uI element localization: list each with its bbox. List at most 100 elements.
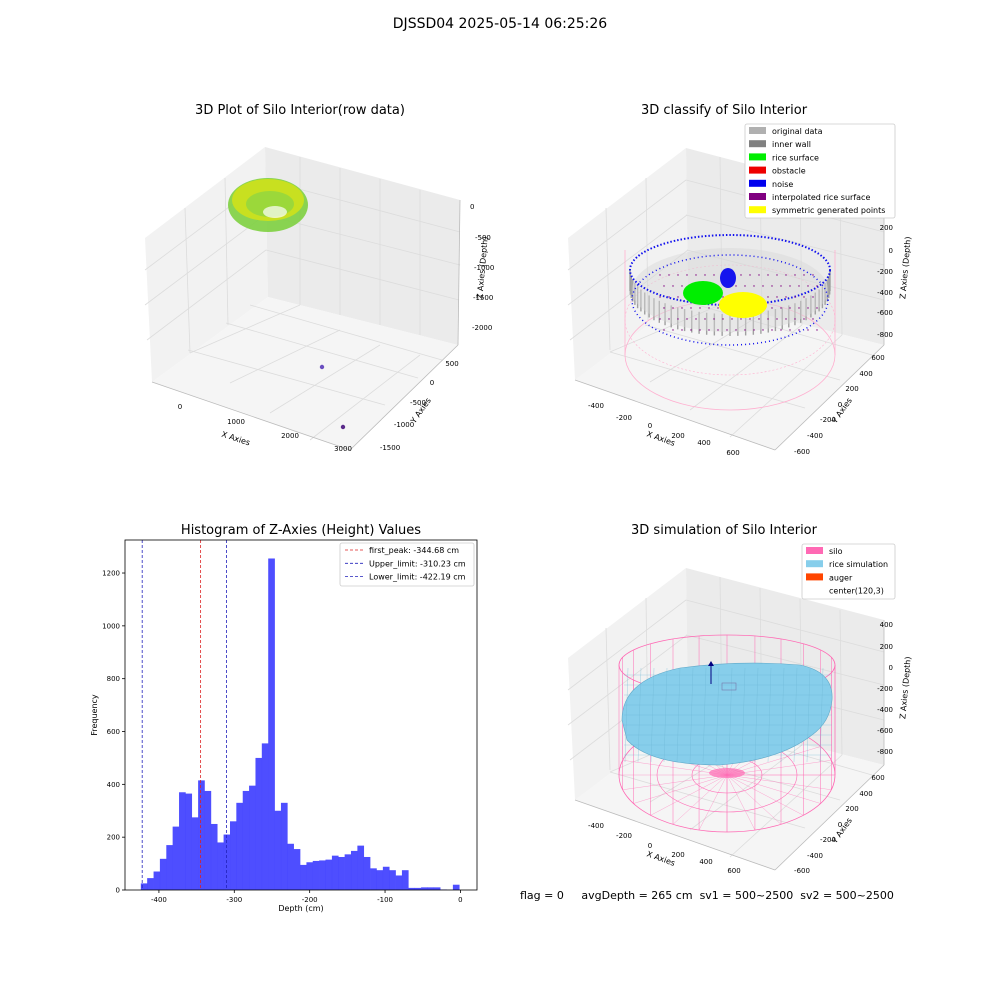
cls-grid-line (644, 324, 841, 381)
hist-bar (172, 826, 180, 890)
raw-grid-line (187, 349, 386, 406)
cls-interpolated-point (789, 307, 791, 309)
cls-interpolated-point (812, 318, 814, 320)
cls-interpolated-point (722, 318, 724, 320)
raw-axis-edge (457, 199, 461, 346)
cls-interpolated-point (771, 285, 773, 287)
cls-y-tick-label: 600 (871, 354, 884, 362)
sim-auger-box (721, 682, 737, 691)
hist-x-tick-label: -200 (302, 896, 318, 904)
cls-interpolated-point (704, 274, 706, 276)
cls-grid-line (645, 177, 649, 321)
cls-grid-line (685, 214, 885, 266)
cls-interpolated-point (699, 329, 701, 331)
hist-legend-label: Lower_limit: -422.19 cm (369, 573, 466, 582)
cls-grid-line (569, 249, 689, 341)
cls-interpolated-point (726, 329, 728, 331)
sim-silo-floor-spoke (622, 760, 728, 776)
cls-interpolated-point (771, 329, 773, 331)
hist-bar (280, 802, 288, 890)
sim-y-tick-label: 400 (859, 790, 872, 798)
hist-bar (427, 887, 435, 890)
cls-interpolated-point (722, 296, 724, 298)
raw-grid-line (184, 207, 191, 354)
cls-interpolated-point (731, 318, 733, 320)
cls-interpolated-point (771, 307, 773, 309)
sim-y-tick-label: 200 (845, 805, 858, 813)
hist-bar (433, 887, 441, 890)
cls-legend-label: original data (772, 127, 823, 136)
cls-interpolated-point (668, 274, 670, 276)
sim-z-tick-label: -600 (877, 727, 893, 735)
classify-plot-title: 3D classify of Silo Interior (640, 103, 808, 118)
hist-x-tick-label: -300 (226, 896, 242, 904)
cls-axis-edge (574, 379, 776, 451)
hist-bar (191, 817, 199, 890)
cls-interpolated-point (717, 307, 719, 309)
sim-silo-floor-spoke (672, 774, 728, 825)
hist-bar (274, 810, 282, 890)
cls-z-tick-label: 0 (889, 247, 893, 255)
cls-legend-swatch (749, 153, 766, 161)
raw-axis-edge (151, 381, 351, 451)
raw-outlier-point (340, 424, 346, 430)
raw-grid-line (225, 322, 419, 379)
raw-x-tick-label: 0 (178, 403, 182, 411)
cls-interpolated-point (735, 329, 737, 331)
hist-bar (325, 859, 333, 890)
sim-pane-left (568, 568, 688, 800)
raw-outlier-point (319, 364, 325, 370)
cls-grid-line (649, 313, 763, 383)
raw-plot-title: 3D Plot of Silo Interior(row data) (195, 103, 405, 118)
sim-silo-floor-spoke (622, 774, 728, 790)
cls-z-tick-label: -800 (877, 331, 893, 339)
cls-interpolated-point (744, 285, 746, 287)
cls-interpolated-point (659, 274, 661, 276)
raw-pane-right (265, 147, 460, 345)
cls-interpolated-point (749, 274, 751, 276)
hist-bar (287, 843, 294, 890)
cls-interpolated-point (717, 329, 719, 331)
cls-interpolated-point (744, 329, 746, 331)
raw-y-tick-label: -500 (410, 399, 426, 407)
hist-bar (255, 757, 263, 890)
sim-legend-label: auger (829, 573, 853, 582)
cls-interpolated-point (812, 296, 814, 298)
cls-y-tick-label: 0 (838, 401, 842, 409)
cls-interpolated-point (762, 329, 764, 331)
hist-y-axis-label: Frequency (90, 694, 99, 736)
cls-grid-line (567, 214, 688, 306)
raw-z-tick-label: 0 (470, 203, 474, 211)
cls-y-tick-label: 400 (859, 370, 872, 378)
cls-interpolated-point (668, 318, 670, 320)
cls-interpolated-point (686, 318, 688, 320)
cls-interpolated-point (677, 274, 679, 276)
hist-bar (242, 790, 250, 890)
hist-legend-label: first_peak: -344.68 cm (369, 546, 459, 555)
avg-depth-text: avgDepth = 265 cm (581, 889, 693, 902)
sim-x-tick-label: 200 (671, 851, 684, 859)
raw-y-tick-label: -1000 (394, 421, 414, 429)
hist-bar (166, 845, 173, 890)
sim-legend-swatch (806, 547, 823, 554)
raw-x-tick-label: 1000 (227, 418, 245, 426)
cls-interpolated-point (681, 307, 683, 309)
sim-legend-box (801, 543, 896, 600)
raw-pane-floor (152, 297, 458, 450)
cls-interpolated-point (663, 329, 665, 331)
cls-grid-line (567, 179, 687, 271)
hist-bar (198, 780, 205, 890)
cls-interpolated-point (681, 285, 683, 287)
hist-bar (249, 785, 256, 890)
cls-legend-swatch (749, 193, 766, 200)
cls-interpolated-point (695, 318, 697, 320)
raw-z-tick-label: -500 (475, 234, 491, 242)
raw-axes (144, 147, 461, 451)
cls-interpolated-point (699, 307, 701, 309)
sim-z-tick-label: -200 (877, 685, 893, 693)
hist-bar (344, 854, 352, 890)
cls-interpolated-point (740, 274, 742, 276)
cls-interpolated-point (704, 318, 706, 320)
hist-bar (306, 862, 314, 890)
cls-legend-label: noise (772, 180, 793, 189)
